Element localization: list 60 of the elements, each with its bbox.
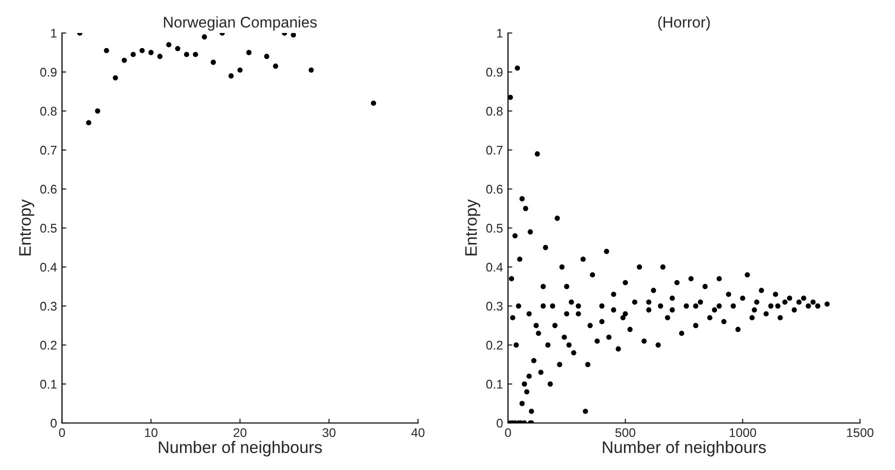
chart-title: (Horror): [658, 16, 710, 31]
y-tick-label: 0.4: [40, 262, 57, 272]
y-tick-label: 0.1: [486, 380, 503, 389]
y-tick-label: 0.7: [486, 146, 503, 155]
y-tick-label: 0.4: [486, 262, 503, 272]
x-tick-label: 500: [615, 428, 636, 438]
point: [86, 120, 92, 126]
point: [308, 67, 314, 73]
point: [202, 34, 207, 40]
x-tick-label: 30: [322, 428, 336, 438]
point: [140, 48, 145, 54]
point: [122, 58, 127, 63]
y-tick-label: 0.9: [40, 68, 57, 77]
y-tick-label: 0: [496, 418, 503, 428]
y-tick-label: 0.6: [40, 184, 57, 194]
point: [237, 67, 243, 73]
y-tick-label: 0.1: [40, 380, 57, 389]
point: [228, 73, 234, 78]
y-tick-label: 0.6: [486, 184, 503, 194]
x-tick-label: 0: [505, 428, 511, 438]
y-tick-label: 1: [497, 28, 503, 38]
y-tick-label: 0.3: [486, 302, 503, 311]
y-tick-label: 0.8: [486, 106, 503, 116]
x-tick-label: 1000: [730, 428, 756, 438]
y-axis-title: Entropy: [19, 199, 34, 256]
x-tick-label: 40: [411, 428, 424, 438]
chart-title: Norwegian Companies: [164, 16, 317, 31]
y-tick-label: 0.3: [40, 302, 57, 311]
point: [246, 50, 252, 56]
x-tick-label: 0: [59, 428, 65, 438]
point: [157, 54, 162, 59]
point: [95, 108, 100, 114]
point: [184, 52, 190, 58]
point: [104, 48, 110, 54]
point: [264, 54, 270, 59]
y-tick-label: 0.5: [486, 224, 503, 233]
y-tick-label: 0.7: [40, 146, 57, 155]
point: [166, 42, 172, 48]
point: [290, 33, 296, 38]
y-tick-label: 1: [51, 28, 57, 38]
y-axis-title: Entropy: [465, 199, 480, 256]
y-tick-label: 0.9: [486, 68, 503, 77]
point: [148, 50, 154, 56]
x-tick-label: 20: [234, 428, 246, 438]
point: [370, 100, 376, 106]
y-tick-label: 0: [50, 418, 57, 428]
point: [210, 60, 216, 65]
x-tick-label: 1500: [847, 428, 874, 438]
x-axis-title: Number of neighbours: [158, 440, 322, 456]
x-tick-label: 10: [145, 428, 158, 438]
point: [192, 52, 198, 58]
point: [112, 75, 118, 80]
point: [273, 64, 278, 69]
y-tick-label: 0.8: [40, 106, 57, 116]
y-tick-label: 0.5: [40, 224, 57, 233]
point: [175, 46, 180, 52]
x-axis-title: Number of neighbours: [602, 440, 766, 456]
y-tick-label: 0.2: [40, 340, 57, 350]
y-tick-label: 0.2: [486, 340, 503, 350]
point: [130, 52, 136, 58]
